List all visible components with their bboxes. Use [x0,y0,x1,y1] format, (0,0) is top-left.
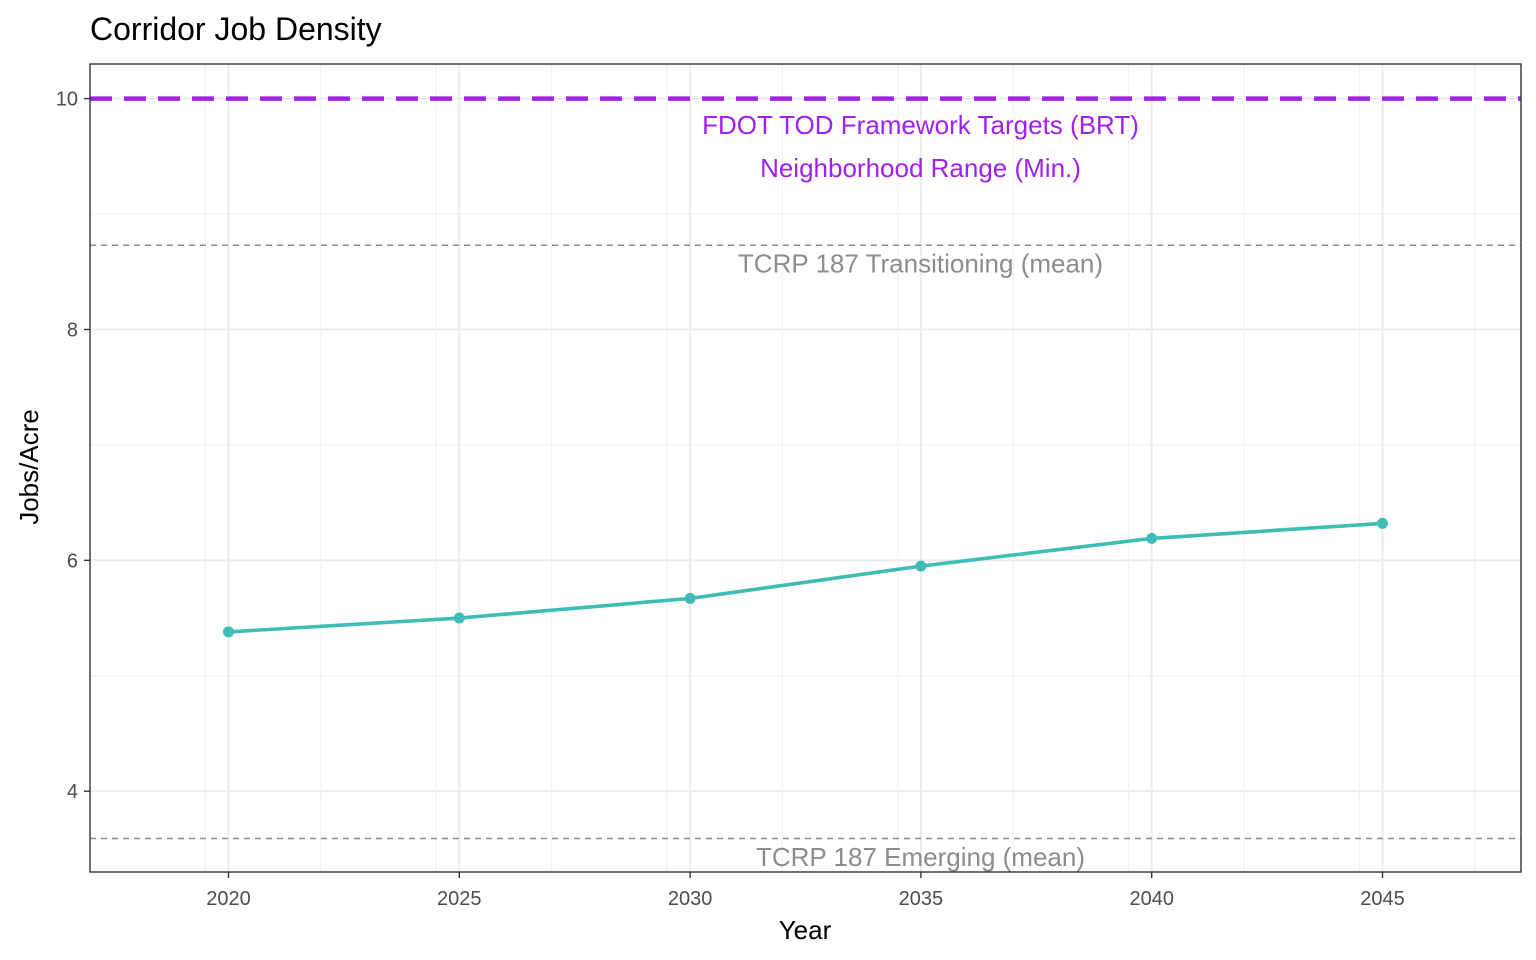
reference-lines: FDOT TOD Framework Targets (BRT) Neighbor… [90,96,1521,872]
data-point [1146,532,1158,544]
x-tick-label: 2035 [899,888,944,910]
panel-border [89,63,1522,873]
data-point [684,592,696,604]
data-point [915,560,927,572]
reference-label: FDOT TOD Framework Targets (BRT) [702,110,1139,140]
reference-label: TCRP 187 Emerging (mean) [756,842,1085,872]
reference-label: Neighborhood Range (Min.) [760,153,1081,183]
x-axis-title: Year [779,915,832,945]
chart-title: Corridor Job Density [90,11,382,47]
y-tick-label: 10 [56,89,78,111]
y-tick-label: 6 [67,550,78,572]
data-point [453,612,465,624]
x-tick-label: 2025 [437,888,482,910]
reference-label: TCRP 187 Transitioning (mean) [738,249,1103,279]
grid-layer [90,64,1521,872]
data-point [1377,517,1389,529]
y-axis: 4 6 8 10 [56,89,90,803]
x-tick-label: 2020 [206,888,251,910]
x-tick-label: 2045 [1360,888,1405,910]
y-axis-title: Jobs/Acre [14,409,44,525]
x-tick-label: 2040 [1129,888,1174,910]
y-tick-label: 8 [67,319,78,341]
x-axis: 2020 2025 2030 2035 2040 2045 [206,872,1405,910]
y-tick-label: 4 [67,781,78,803]
series-line [228,521,1383,634]
x-tick-label: 2030 [668,888,713,910]
data-point [222,626,234,638]
series-layer [222,517,1389,638]
